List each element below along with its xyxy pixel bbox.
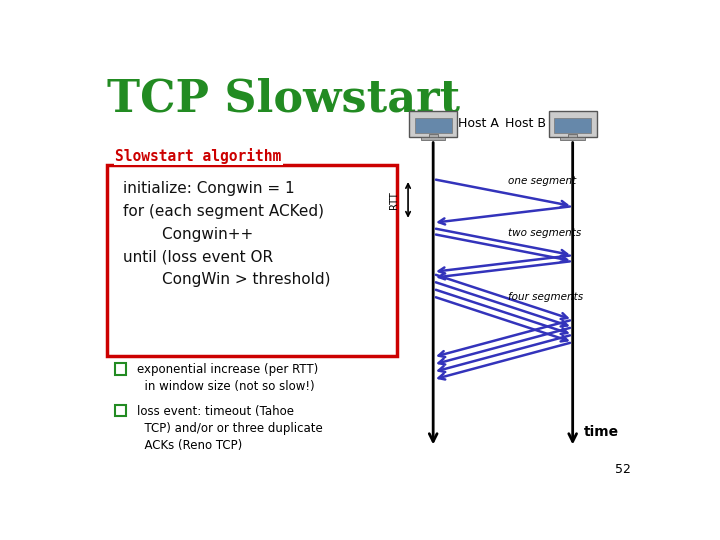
- Bar: [568, 134, 577, 138]
- Bar: [115, 405, 126, 416]
- Bar: [115, 363, 126, 375]
- FancyBboxPatch shape: [409, 111, 457, 137]
- Text: one segment: one segment: [508, 177, 577, 186]
- FancyBboxPatch shape: [107, 165, 397, 356]
- Text: Slowstart algorithm: Slowstart algorithm: [115, 148, 282, 164]
- Text: loss event: timeout (Tahoe
  TCP) and/or or three duplicate
  ACKs (Reno TCP): loss event: timeout (Tahoe TCP) and/or o…: [138, 405, 323, 452]
- Bar: [421, 137, 446, 140]
- Text: 52: 52: [616, 463, 631, 476]
- Text: initialize: Congwin = 1
for (each segment ACKed)
        Congwin++
until (loss e: initialize: Congwin = 1 for (each segmen…: [124, 181, 331, 287]
- FancyBboxPatch shape: [549, 111, 597, 137]
- Text: exponential increase (per RTT)
  in window size (not so slow!): exponential increase (per RTT) in window…: [138, 363, 319, 394]
- Text: two segments: two segments: [508, 228, 582, 238]
- Text: Host A: Host A: [459, 117, 499, 130]
- Bar: [428, 134, 438, 138]
- Text: TCP Slowstart: TCP Slowstart: [107, 77, 460, 120]
- Bar: [415, 118, 451, 133]
- Bar: [560, 137, 585, 140]
- Text: RTT: RTT: [389, 191, 399, 209]
- Text: time: time: [584, 425, 619, 439]
- Text: Host B: Host B: [505, 117, 546, 130]
- Bar: [554, 118, 591, 133]
- Text: four segments: four segments: [508, 292, 584, 302]
